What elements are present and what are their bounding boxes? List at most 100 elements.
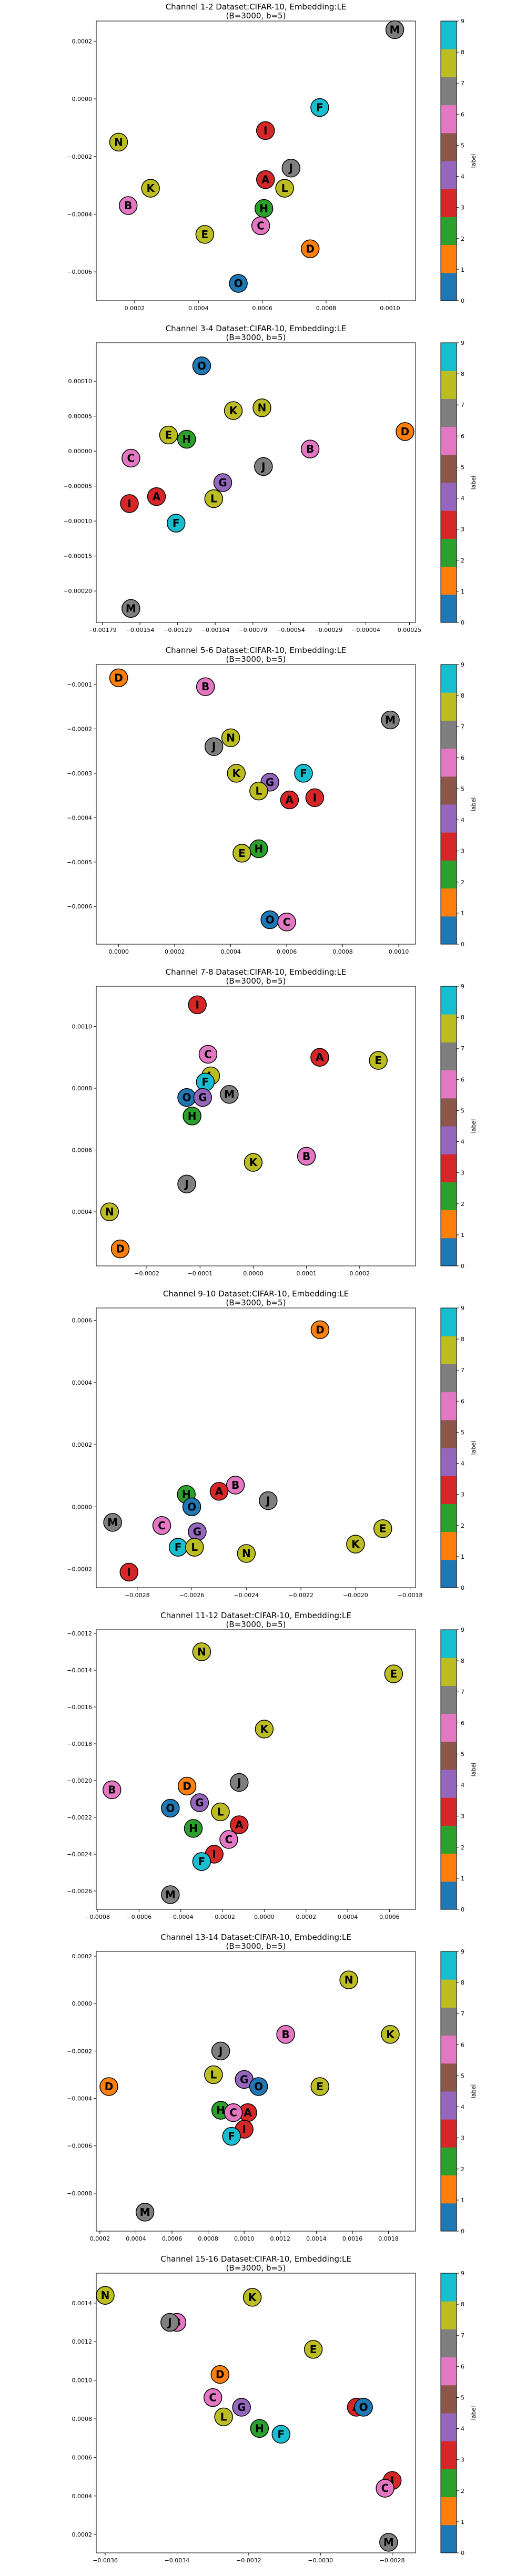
scatter-point: O — [182, 1497, 201, 1517]
y-tick-label: −0.0005 — [67, 859, 92, 866]
point-marker — [237, 1544, 256, 1563]
point-marker — [152, 1516, 171, 1535]
x-tick-label: 0.0016 — [342, 2235, 363, 2242]
scatter-point: N — [109, 132, 128, 152]
colorbar-segment — [441, 538, 457, 567]
point-marker — [369, 1051, 388, 1070]
scatter-point: K — [255, 1720, 274, 1739]
y-tick-label: −0.0002 — [67, 1566, 92, 1573]
point-label: O — [359, 2401, 368, 2414]
point-marker — [256, 121, 275, 140]
colorbar-tick-label: 6 — [461, 1720, 464, 1726]
x-tick-label: −0.0028 — [380, 2557, 405, 2564]
colorbar-segment — [441, 21, 457, 49]
colorbar-title: label — [470, 2406, 477, 2420]
point-label: B — [124, 199, 132, 212]
x-tick-label: −0.0034 — [165, 2557, 190, 2564]
colorbar-tick-label: 5 — [461, 142, 464, 149]
colorbar-segment — [441, 161, 457, 189]
point-marker — [96, 2286, 115, 2305]
colorbar-tick-label: 8 — [461, 2301, 464, 2308]
y-tick-label: 0.0000 — [72, 1504, 93, 1510]
colorbar-segment — [441, 2063, 457, 2092]
point-marker — [379, 2533, 398, 2552]
colorbar-tick-label: 3 — [461, 1813, 464, 1820]
point-marker — [135, 2203, 155, 2222]
scatter-point: F — [192, 1852, 211, 1871]
x-tick-label: −0.0002 — [210, 1914, 235, 1920]
x-tick-label: −0.0036 — [93, 2557, 118, 2564]
point-marker — [204, 489, 224, 508]
colorbar-segment — [441, 1797, 457, 1826]
colorbar-tick-label: 7 — [461, 2332, 464, 2339]
chart-title: Channel 3-4 Dataset:CIFAR-10, Embedding:… — [166, 324, 347, 333]
point-marker — [249, 2077, 268, 2096]
colorbar-segment — [441, 105, 457, 134]
colorbar-segment — [441, 1210, 457, 1239]
point-marker — [232, 2398, 251, 2417]
point-marker — [220, 1085, 239, 1104]
point-label: C — [283, 916, 291, 928]
colorbar-segment — [441, 2329, 457, 2358]
scatter-point: L — [275, 179, 294, 198]
point-marker — [109, 668, 128, 688]
colorbar-tick-label: 3 — [461, 526, 464, 533]
scatter-point: K — [141, 179, 160, 198]
scatter-point: F — [294, 764, 313, 783]
point-label: E — [310, 2343, 317, 2356]
y-tick-label: −0.0004 — [67, 814, 92, 821]
point-marker — [161, 1885, 180, 1904]
point-label: C — [229, 2107, 237, 2119]
colorbar-tick-label: 7 — [461, 80, 464, 87]
colorbar-tick-label: 3 — [461, 1491, 464, 1498]
point-marker — [184, 1819, 203, 1838]
x-tick-label: −0.0024 — [234, 1592, 259, 1599]
point-label: M — [385, 714, 396, 727]
point-label: J — [265, 1494, 270, 1507]
scatter-point: G — [190, 1793, 209, 1812]
x-tick-label: −0.00154 — [126, 627, 155, 633]
colorbar-segment — [441, 566, 457, 595]
point-label: J — [218, 2045, 222, 2057]
point-marker — [305, 788, 325, 807]
scatter-point: D — [99, 2077, 118, 2096]
y-tick-label: −0.0018 — [67, 1741, 92, 1747]
colorbar-tick-label: 1 — [461, 267, 464, 273]
chart-panel: Channel 7-8 Dataset:CIFAR-10, Embedding:… — [72, 967, 478, 1277]
colorbar-segment — [441, 804, 457, 833]
scatter-point: D — [300, 239, 320, 259]
scatter-point: O — [260, 910, 279, 929]
colorbar-tick-label: 5 — [461, 2394, 464, 2401]
colorbar-tick-label: 0 — [461, 2228, 464, 2235]
scatter-point: J — [230, 1773, 249, 1792]
point-marker — [373, 1519, 392, 1538]
colorbar-tick-label: 8 — [461, 1979, 464, 1986]
colorbar-tick-label: 8 — [461, 1014, 464, 1021]
point-label: F — [175, 1541, 182, 1553]
point-marker — [160, 2313, 179, 2332]
point-label: L — [281, 182, 288, 195]
colorbar-segment — [441, 2091, 457, 2120]
y-tick-label: −0.0006 — [67, 2143, 92, 2150]
point-marker — [381, 710, 400, 730]
colorbar-title: label — [470, 1119, 477, 1133]
point-marker — [346, 1535, 365, 1553]
y-tick-label: −0.0020 — [67, 1777, 92, 1784]
scatter-point: L — [204, 2065, 223, 2084]
point-label: K — [229, 404, 238, 417]
colorbar-segment — [441, 2175, 457, 2204]
x-tick-label: 0.0006 — [162, 2235, 183, 2242]
colorbar-tick-label: 6 — [461, 433, 464, 439]
y-tick-label: 0.0002 — [72, 2531, 93, 2538]
point-label: D — [401, 425, 410, 438]
colorbar-segment — [441, 1825, 457, 1854]
chart-panel: Channel 9-10 Dataset:CIFAR-10, Embedding… — [67, 1289, 477, 1599]
colorbar-segment — [441, 1476, 457, 1504]
point-label: O — [197, 360, 206, 372]
point-marker — [249, 781, 268, 801]
colorbar-tick-label: 1 — [461, 1553, 464, 1560]
colorbar-segment — [441, 2441, 457, 2469]
point-label: A — [244, 2107, 252, 2119]
scatter-point: J — [160, 2313, 179, 2332]
point-label: J — [236, 1776, 241, 1789]
